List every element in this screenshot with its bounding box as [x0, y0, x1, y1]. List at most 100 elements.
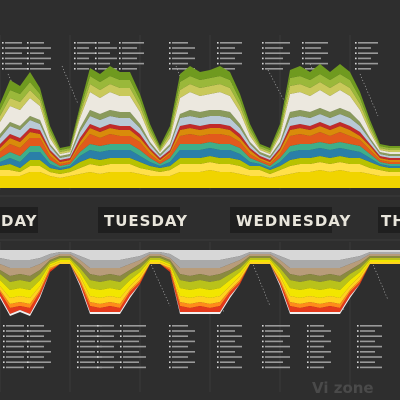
- legend-marker: [307, 340, 309, 343]
- legend-text-line: [100, 356, 114, 358]
- legend-marker: [355, 47, 357, 49]
- legend-marker: [169, 345, 171, 348]
- legend-marker: [97, 356, 99, 358]
- legend-marker: [27, 356, 29, 358]
- legend-text-line: [100, 345, 114, 348]
- legend-text-line: [122, 57, 137, 60]
- legend-marker: [307, 361, 309, 363]
- legend-text-line: [265, 52, 290, 54]
- legend-marker: [357, 345, 359, 348]
- legend-text-line: [123, 366, 146, 369]
- day-label-thursday-text: TH: [381, 212, 400, 230]
- legend-text-line: [360, 335, 382, 337]
- legend-text-line: [265, 42, 290, 44]
- legend-marker: [27, 68, 29, 70]
- legend-text-line: [5, 42, 22, 44]
- legend-marker: [77, 340, 79, 343]
- legend-marker: [27, 52, 29, 54]
- annotation-line: [359, 73, 379, 117]
- legend-text-line: [305, 47, 321, 49]
- legend-marker: [217, 42, 219, 44]
- legend-text-line: [80, 361, 95, 363]
- legend-marker: [217, 335, 219, 337]
- legend-marker: [262, 68, 264, 70]
- legend-text-line: [220, 47, 235, 49]
- legend-marker: [27, 325, 29, 327]
- legend-marker: [307, 325, 309, 327]
- legend-text-line: [77, 62, 96, 65]
- legend-text-line: [6, 351, 31, 353]
- legend-marker: [120, 330, 122, 332]
- legend-text-line: [100, 351, 121, 353]
- legend-marker: [77, 361, 79, 363]
- legend-text-line: [30, 62, 44, 65]
- day-label-thursday-box: [378, 207, 400, 233]
- legend-text-line: [30, 42, 44, 44]
- legend-text-line: [77, 57, 89, 60]
- legend-text-line: [122, 62, 144, 65]
- area-layer-1: [0, 250, 400, 260]
- legend-marker: [97, 351, 99, 353]
- legend-text-line: [172, 330, 195, 332]
- legend-text-line: [172, 345, 188, 348]
- legend-text-line: [172, 57, 195, 60]
- legend-marker: [262, 340, 264, 343]
- legend-marker: [302, 62, 304, 65]
- legend-marker: [120, 361, 122, 363]
- legend-marker: [74, 52, 76, 54]
- legend-text-line: [6, 345, 24, 348]
- legend-marker: [3, 335, 5, 337]
- legend-marker: [307, 335, 309, 337]
- legend-marker: [217, 340, 219, 343]
- legend-marker: [169, 325, 171, 327]
- legend-text-line: [30, 361, 51, 363]
- legend-text-line: [77, 47, 89, 49]
- day-label-monday: DAY: [0, 207, 38, 233]
- legend-text-line: [30, 340, 51, 343]
- legend-text-line: [100, 366, 114, 369]
- area-layer-14: [0, 64, 400, 150]
- legend-text-line: [172, 47, 195, 49]
- legend-text-line: [172, 340, 195, 343]
- legend-marker: [262, 361, 264, 363]
- area-layer-6: [0, 132, 400, 166]
- legend-marker: [27, 345, 29, 348]
- legend-text-line: [220, 356, 242, 358]
- legend-marker: [119, 42, 121, 44]
- legend-text-line: [80, 345, 102, 348]
- watermark-logo: Vi zone: [312, 379, 374, 397]
- legend-marker: [302, 52, 304, 54]
- legend-marker: [74, 68, 76, 70]
- legend-marker: [355, 62, 357, 65]
- legend-text-line: [100, 325, 114, 327]
- area-layer-4: [0, 256, 400, 282]
- legend-text-line: [30, 57, 51, 60]
- legend-text-line: [30, 325, 44, 327]
- legend-text-line: [220, 330, 235, 332]
- legend-text-line: [30, 356, 44, 358]
- legend-marker: [357, 335, 359, 337]
- legend-marker: [3, 366, 5, 369]
- legend-marker: [3, 361, 5, 363]
- legend-text-line: [310, 335, 324, 337]
- legend-text-line: [80, 335, 102, 337]
- legend-marker: [74, 62, 76, 65]
- legend-marker: [27, 47, 29, 49]
- legend-marker: [217, 330, 219, 332]
- legend-text-line: [80, 330, 95, 332]
- legend-marker: [169, 366, 171, 369]
- legend-marker: [357, 351, 359, 353]
- legend-text-line: [123, 345, 146, 348]
- legend-marker: [120, 356, 122, 358]
- legend-text-line: [220, 68, 235, 70]
- legend-marker: [302, 57, 304, 60]
- legend-text-line: [30, 345, 44, 348]
- legend-marker: [3, 356, 5, 358]
- legend-text-line: [80, 340, 95, 343]
- legend-text-line: [265, 57, 283, 60]
- legend-marker: [262, 62, 264, 65]
- legend-marker: [169, 351, 171, 353]
- legend-text-line: [122, 52, 144, 54]
- legend-text-line: [123, 340, 139, 343]
- legend-text-line: [123, 325, 146, 327]
